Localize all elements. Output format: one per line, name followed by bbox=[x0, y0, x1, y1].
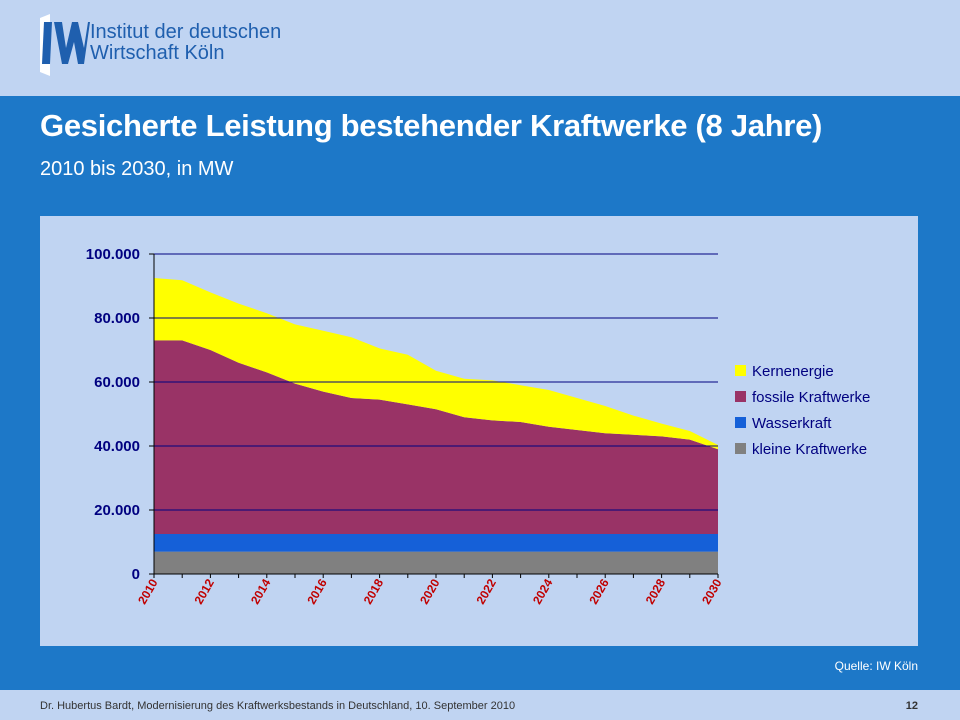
source-note: Quelle: IW Köln bbox=[834, 659, 918, 673]
legend-label: Kernenergie bbox=[752, 363, 834, 380]
logo-text: Institut der deutschen Wirtschaft Köln bbox=[90, 22, 281, 64]
x-tick-label: 2014 bbox=[248, 576, 274, 606]
y-tick-label: 20.000 bbox=[94, 502, 140, 519]
area-wasserkraft bbox=[154, 534, 718, 552]
legend-swatch bbox=[735, 443, 746, 454]
page-number: 12 bbox=[905, 700, 918, 712]
x-tick-label: 2028 bbox=[643, 576, 669, 606]
legend-label: kleine Kraftwerke bbox=[752, 441, 867, 458]
x-tick-label: 2016 bbox=[304, 576, 330, 606]
y-tick-label: 100.000 bbox=[86, 246, 140, 263]
y-tick-label: 40.000 bbox=[94, 438, 140, 455]
legend-label: Wasserkraft bbox=[752, 415, 832, 432]
logo-line-1: Institut der deutschen bbox=[90, 21, 282, 43]
x-tick-label: 2018 bbox=[361, 576, 387, 606]
legend-swatch bbox=[735, 391, 746, 402]
footer-text: Dr. Hubertus Bardt, Modernisierung des K… bbox=[40, 700, 516, 712]
area-kleine-kraftwerke bbox=[154, 551, 718, 574]
x-tick-label: 2020 bbox=[417, 576, 443, 606]
page-title: Gesicherte Leistung bestehender Kraftwer… bbox=[40, 108, 823, 143]
legend-swatch bbox=[735, 417, 746, 428]
x-tick-label: 2026 bbox=[586, 576, 612, 606]
x-tick-label: 2022 bbox=[474, 576, 500, 606]
iw-logo-icon bbox=[40, 14, 90, 76]
page-subtitle: 2010 bis 2030, in MW bbox=[40, 158, 234, 180]
y-tick-label: 80.000 bbox=[94, 310, 140, 327]
legend-swatch bbox=[735, 365, 746, 376]
y-tick-label: 0 bbox=[132, 566, 140, 583]
logo-line-2: Wirtschaft Köln bbox=[90, 42, 225, 64]
footer-band bbox=[0, 690, 960, 720]
header-band bbox=[0, 0, 960, 96]
legend-label: fossile Kraftwerke bbox=[752, 389, 870, 406]
x-tick-label: 2024 bbox=[530, 576, 556, 606]
area-kernenergie bbox=[154, 278, 718, 450]
chart-panel: 0 20.000 40.000 60.000 80.000 100.000 2010 2012… bbox=[40, 216, 918, 646]
area-fossile-kraftwerke bbox=[154, 340, 718, 534]
x-tick-label: 2012 bbox=[192, 576, 218, 606]
y-tick-label: 60.000 bbox=[94, 374, 140, 391]
x-tick-label: 2030 bbox=[699, 576, 725, 606]
